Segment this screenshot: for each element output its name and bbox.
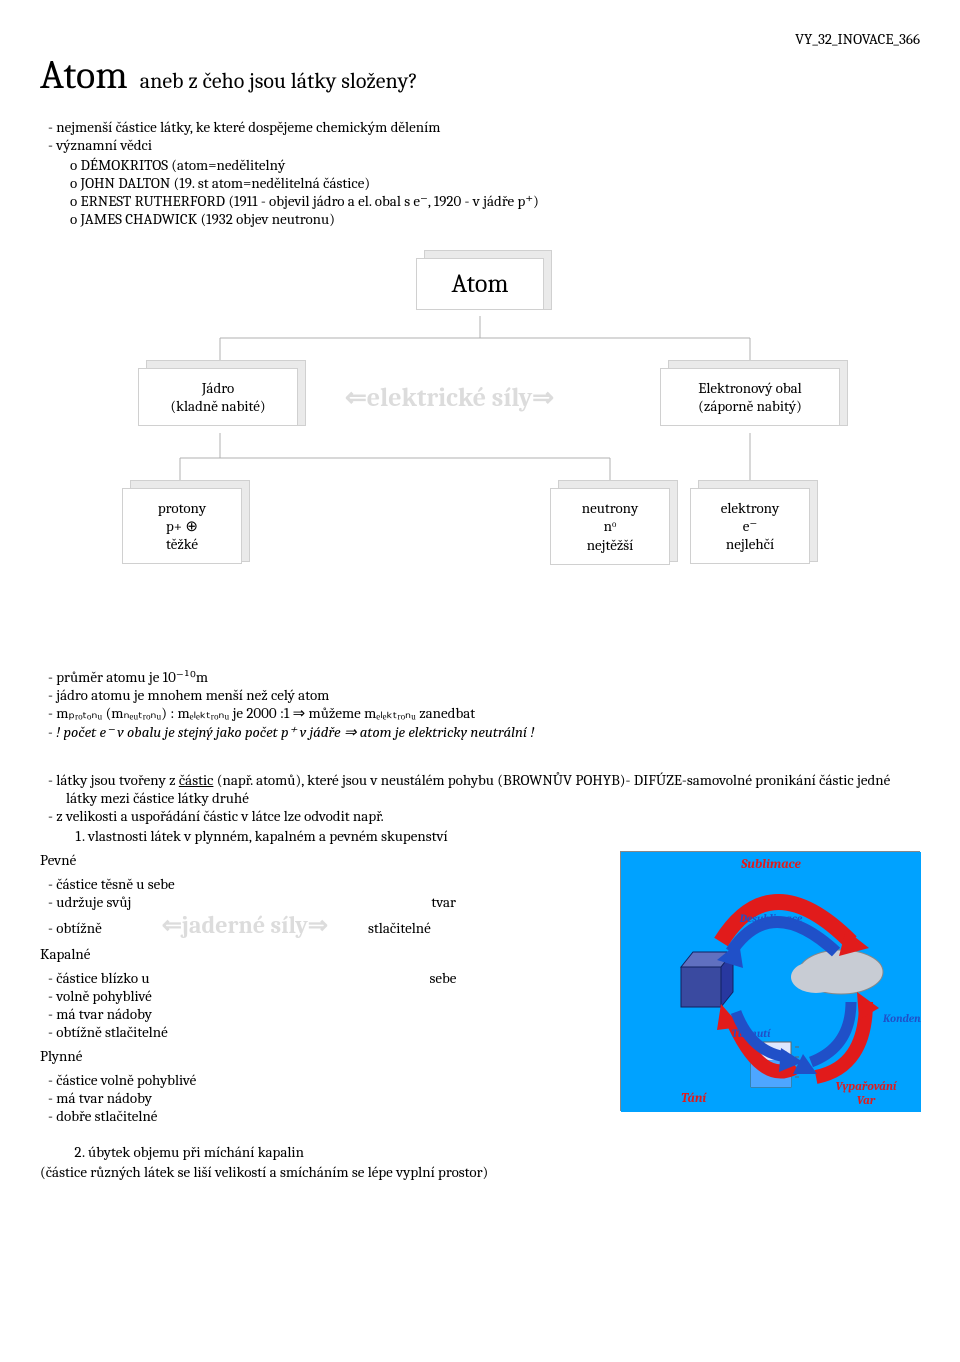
states-section: Sublimace Desublimace Kondenzace Vypařov…: [40, 851, 920, 1131]
text: sebe: [430, 969, 457, 987]
tree-node-neutrony: neutrony nᵒ nejtěžší: [550, 488, 670, 565]
latky-list: látky jsou tvořeny z částic (např. atomů…: [40, 771, 920, 845]
text: z velikosti a uspořádání částic v látce …: [56, 807, 383, 825]
tree-root: Atom: [416, 258, 544, 310]
latky-item: z velikosti a uspořádání částic v látce …: [66, 807, 920, 845]
tree-node-obal: Elektronový obal (záporně nabitý): [660, 368, 840, 426]
node-line: neutrony: [565, 499, 655, 517]
node-line: (kladně nabité): [153, 397, 283, 415]
node-line: e⁻: [705, 517, 795, 535]
scientists-list: DÉMOKRITOS (atom=nedělitelný JOHN DALTON…: [66, 156, 920, 228]
scientist-item: JAMES CHADWICK (1932 objev neutronu): [92, 210, 920, 228]
svg-text:Tuhnutí: Tuhnutí: [732, 1027, 772, 1040]
mid-item: jádro atomu je mnohem menší než celý ato…: [66, 686, 920, 704]
node-line: p+ ⊕: [137, 517, 227, 535]
page-title: Atom: [40, 52, 128, 98]
phase-diagram-image: Sublimace Desublimace Kondenzace Vypařov…: [620, 851, 920, 1111]
intro-text: významní vědci: [56, 136, 152, 154]
scientist-item: DÉMOKRITOS (atom=nedělitelný: [92, 156, 920, 174]
text-underlined: částic: [179, 771, 214, 789]
svg-text:Kondenzace: Kondenzace: [882, 1012, 921, 1025]
svg-text:Var: Var: [857, 1093, 876, 1107]
text: stlačitelné: [368, 919, 431, 937]
node-line: nejtěžší: [565, 536, 655, 554]
numbered-list-2: úbytek objemu při míchání kapalin: [40, 1143, 920, 1161]
intro-item: významní vědci DÉMOKRITOS (atom=nedělite…: [66, 136, 920, 228]
closing-note: (částice různých látek se liší velikostí…: [40, 1163, 920, 1181]
tree-node-protony: protony p+ ⊕ těžké: [122, 488, 242, 564]
svg-text:Desublimace: Desublimace: [739, 912, 803, 925]
numbered-item: úbytek objemu při míchání kapalin: [88, 1143, 920, 1161]
tree-node-jadro: Jádro (kladně nabité): [138, 368, 298, 426]
svg-text:Tání: Tání: [681, 1091, 707, 1106]
node-line: nejlehčí: [705, 535, 795, 553]
node-line: Jádro: [153, 379, 283, 397]
node-line: elektrony: [705, 499, 795, 517]
svg-text:Sublimace: Sublimace: [740, 857, 801, 872]
latky-item: látky jsou tvořeny z částic (např. atomů…: [66, 771, 920, 807]
text: tvar: [431, 893, 456, 911]
page-subtitle: aneb z čeho jsou látky složeny?: [140, 68, 418, 94]
mid-item-italic: ! počet e⁻ v obalu je stejný jako počet …: [66, 723, 920, 741]
intro-item: nejmenší částice látky, ke které dospěje…: [66, 118, 920, 136]
watermark-nuclear: ⇐jaderné síly⇒: [162, 911, 328, 939]
mid-item: průměr atomu je 10⁻¹⁰m: [66, 668, 920, 686]
text: udržuje svůj: [56, 893, 131, 911]
text: částice blízko u: [56, 969, 149, 987]
node-line: (záporně nabitý): [675, 397, 825, 415]
svg-text:Vypařování: Vypařování: [836, 1079, 897, 1093]
numbered-list: vlastnosti látek v plynném, kapalném a p…: [66, 827, 920, 845]
atom-tree-diagram: Atom ⇐elektrické síly⇒ Jádro (kladně nab…: [50, 258, 910, 638]
scientist-item: ERNEST RUTHERFORD (1911 - objevil jádro …: [92, 192, 920, 210]
watermark-electric: ⇐elektrické síly⇒: [345, 383, 554, 413]
document-id: VY_32_INOVACE_366: [40, 30, 920, 48]
mid-list: průměr atomu je 10⁻¹⁰m jádro atomu je mn…: [40, 668, 920, 741]
node-line: těžké: [137, 535, 227, 553]
intro-list: nejmenší částice látky, ke které dospěje…: [40, 118, 920, 228]
node-line: nᵒ: [565, 517, 655, 536]
title-row: Atom aneb z čeho jsou látky složeny?: [40, 52, 920, 98]
node-line: protony: [137, 499, 227, 517]
node-line: Elektronový obal: [675, 379, 825, 397]
tree-node-elektrony: elektrony e⁻ nejlehčí: [690, 488, 810, 564]
scientist-item: JOHN DALTON (19. st atom=nedělitelná čás…: [92, 174, 920, 192]
text: látky jsou tvořeny z: [56, 771, 179, 789]
mid-item: mₚᵣₒₜₒₙᵤ (mₙₑᵤₜᵣₒₙᵤ) : mₑₗₑₖₜᵣₒₙᵤ je 200…: [66, 704, 920, 723]
text: obtížně: [56, 919, 101, 937]
numbered-item: vlastnosti látek v plynném, kapalném a p…: [88, 827, 920, 845]
